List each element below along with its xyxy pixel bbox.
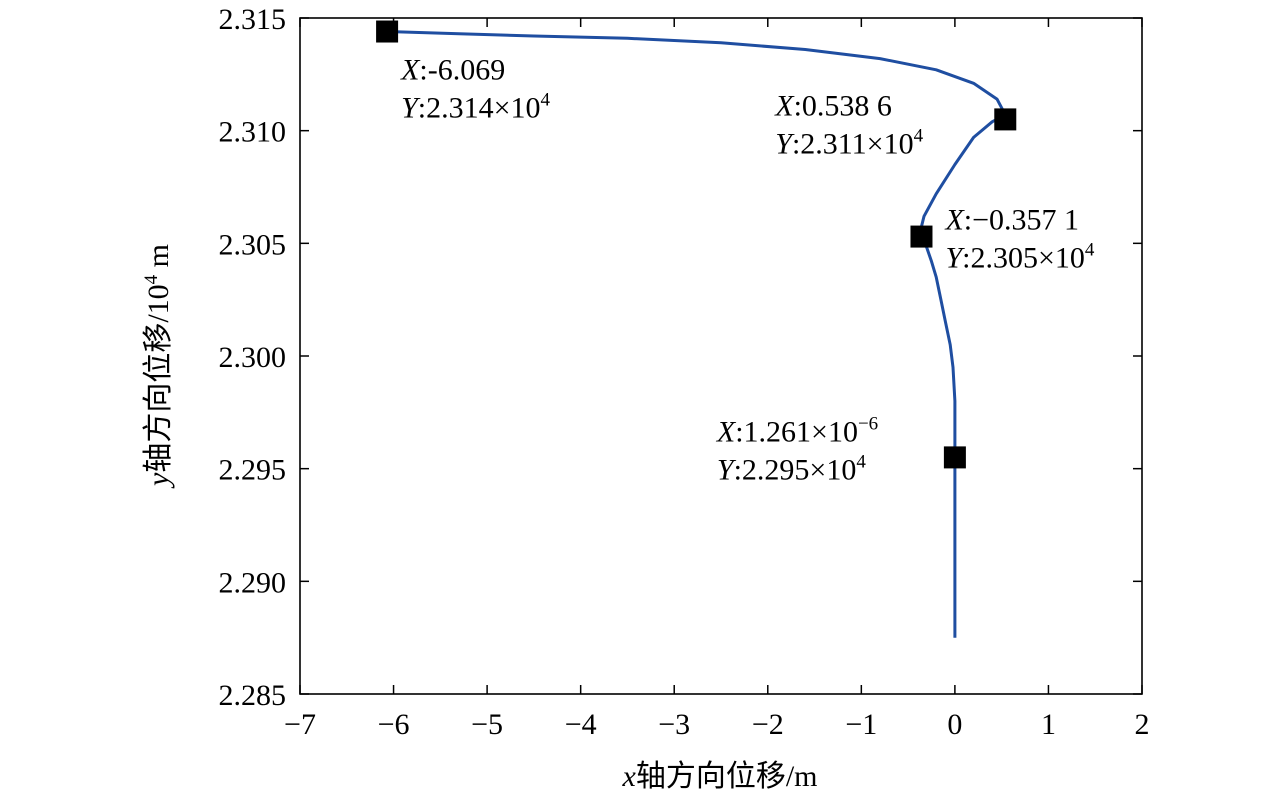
y-tick-labels: 2.285 2.290 2.295 2.300 2.305 2.310 2.315 [219,3,287,712]
y-tick-label: 2.285 [219,679,287,712]
data-marker [943,446,966,469]
series-line [387,30,1007,638]
annotation-y: Y:2.311×104 [775,125,923,160]
x-tick-label: −7 [284,708,316,741]
x-tick-label: −2 [752,708,784,741]
x-axis-title: x轴方向位移/m [622,760,818,793]
y-tick-label: 2.310 [219,116,287,149]
data-marker [994,108,1017,131]
annotation-x: X:−0.357 1 [944,204,1079,237]
x-tick-label: −3 [658,708,690,741]
y-axis-title: y轴方向位移/104 m [141,244,175,489]
x-tick-label: 0 [947,708,962,741]
y-tick-label: 2.300 [219,341,287,374]
markers-group [376,20,1017,469]
annotation-y: Y:2.305×104 [945,240,1094,275]
x-tick-label: 1 [1041,708,1056,741]
x-tick-label: 2 [1135,708,1150,741]
annotation-x: X:1.261×10−6 [716,413,878,448]
annotation-y: Y:2.314×104 [401,90,550,125]
data-marker [376,20,399,43]
y-tick-label: 2.295 [219,454,287,487]
x-tick-label: −4 [565,708,597,741]
y-tick-label: 2.290 [219,566,287,599]
data-marker [910,225,933,248]
x-tick-labels: −7 −6 −5 −4 −3 −2 −1 0 1 2 [284,708,1149,741]
x-tick-label: −5 [471,708,503,741]
annotation-y: Y:2.295×104 [717,451,866,486]
annotation-x: X:0.538 6 [774,89,892,122]
annotation-x: X:-6.069 [400,54,505,87]
x-tick-label: −1 [845,708,877,741]
y-tick-label: 2.305 [219,228,287,261]
x-tick-label: −6 [378,708,410,741]
y-tick-label: 2.315 [219,3,287,36]
series-group [387,30,1007,638]
